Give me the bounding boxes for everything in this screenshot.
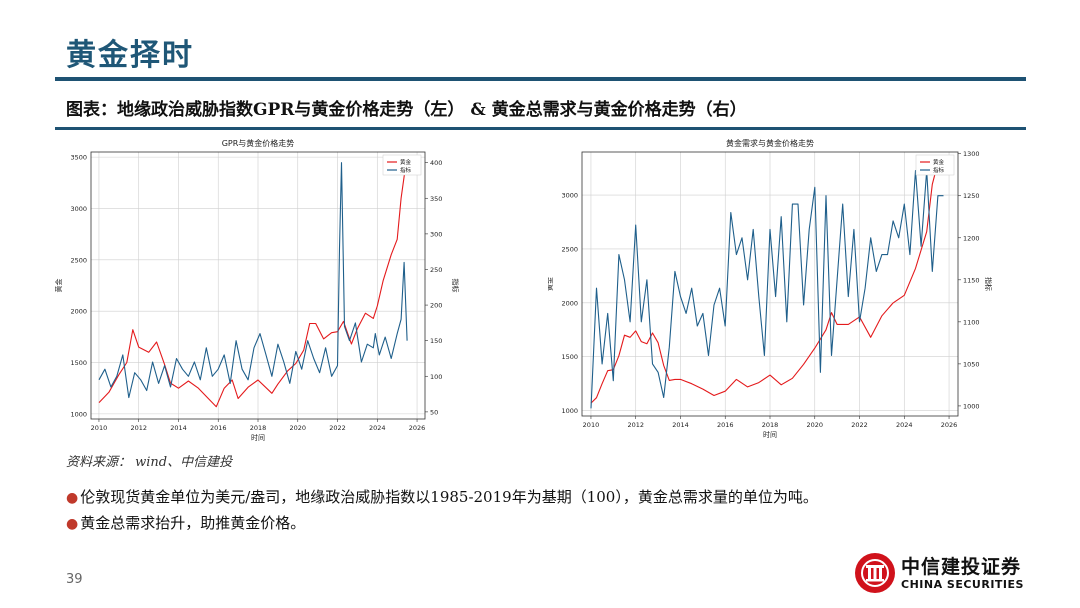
x-axis-label: 时间 bbox=[251, 433, 265, 442]
china-securities-logo-icon bbox=[855, 553, 895, 593]
bullet-text-1: 伦敦现货黄金单位为美元/盎司，地缘政治威胁指数以1985-2019年为基期（10… bbox=[80, 488, 818, 506]
page-number: 39 bbox=[66, 572, 83, 587]
bullet-point-1: ● 伦敦现货黄金单位为美元/盎司，地缘政治威胁指数以1985-2019年为基期（1… bbox=[66, 486, 818, 507]
y-left-tick-label: 2000 bbox=[561, 299, 578, 307]
x-tick-label: 2010 bbox=[583, 421, 600, 429]
series-line-index bbox=[590, 169, 944, 409]
series-line-gold bbox=[98, 168, 410, 408]
y-left-tick-label: 2500 bbox=[70, 256, 87, 264]
y-right-tick-label: 350 bbox=[430, 195, 442, 203]
y-left-tick-label: 2500 bbox=[561, 245, 578, 253]
y-left-tick-label: 1500 bbox=[70, 359, 87, 367]
y-left-axis-label: 黄金 bbox=[548, 277, 554, 291]
x-tick-label: 2022 bbox=[851, 421, 868, 429]
chart-title: 黄金需求与黄金价格走势 bbox=[726, 138, 814, 148]
y-left-tick-label: 3000 bbox=[561, 192, 578, 200]
y-right-axis-label: 指标 bbox=[451, 279, 460, 293]
caption-divider bbox=[55, 127, 1026, 130]
y-right-tick-label: 150 bbox=[430, 337, 442, 345]
y-right-tick-label: 1050 bbox=[963, 360, 980, 368]
plot-frame bbox=[90, 151, 426, 420]
y-right-tick-label: 300 bbox=[430, 230, 442, 238]
x-tick-label: 2026 bbox=[941, 421, 958, 429]
x-tick-label: 2024 bbox=[896, 421, 913, 429]
y-left-tick-label: 1000 bbox=[561, 407, 578, 415]
legend-label: 指标 bbox=[933, 166, 945, 174]
x-tick-label: 2018 bbox=[250, 424, 267, 432]
bullet-text-2: 黄金总需求抬升，助推黄金价格。 bbox=[80, 514, 306, 532]
x-tick-label: 2026 bbox=[409, 424, 426, 432]
y-right-tick-label: 1000 bbox=[963, 402, 980, 410]
slide-title: 黄金择时 bbox=[66, 38, 194, 73]
y-left-tick-label: 3000 bbox=[70, 205, 87, 213]
y-right-tick-label: 250 bbox=[430, 266, 442, 274]
y-right-tick-label: 100 bbox=[430, 373, 442, 381]
y-right-tick-label: 1250 bbox=[963, 192, 980, 200]
y-right-axis-label: 指标 bbox=[984, 277, 993, 291]
source-note: 资料来源： wind、中信建投 bbox=[66, 455, 233, 470]
y-right-tick-label: 200 bbox=[430, 302, 442, 310]
figure-caption: 图表：地缘政治威胁指数GPR与黄金价格走势（左） & 黄金总需求与黄金价格走势（… bbox=[66, 100, 747, 120]
x-tick-label: 2020 bbox=[806, 421, 823, 429]
gpr-gold-chart: GPR与黄金价格走势 2010 2012 2014 2016 2018 2020 2022 20… bbox=[55, 138, 460, 442]
x-axis-label: 时间 bbox=[763, 430, 777, 439]
x-tick-label: 2012 bbox=[627, 421, 644, 429]
series-line-gold bbox=[590, 157, 944, 404]
title-divider bbox=[55, 77, 1026, 81]
x-tick-label: 2020 bbox=[289, 424, 306, 432]
x-tick-label: 2024 bbox=[369, 424, 386, 432]
y-right-tick-label: 1100 bbox=[963, 318, 980, 326]
y-right-tick-label: 1300 bbox=[963, 150, 980, 158]
y-right-tick-label: 1150 bbox=[963, 276, 980, 284]
y-right-tick-label: 1200 bbox=[963, 234, 980, 242]
gold-demand-chart: 黄金需求与黄金价格走势 2010 2012 2014 2016 2018 2020 2022 2… bbox=[548, 138, 993, 439]
logo-chinese-name: 中信建投证券 bbox=[901, 556, 1022, 578]
y-left-axis-label: 黄金 bbox=[55, 279, 63, 293]
bullet-dot-icon: ● bbox=[66, 490, 79, 506]
legend-label: 黄金 bbox=[933, 158, 945, 166]
x-tick-label: 2012 bbox=[130, 424, 147, 432]
y-left-tick-label: 1000 bbox=[70, 410, 87, 418]
x-tick-label: 2014 bbox=[672, 421, 689, 429]
bullet-dot-icon: ● bbox=[66, 516, 79, 532]
legend-label: 黄金 bbox=[400, 158, 412, 166]
bullet-point-2: ● 黄金总需求抬升，助推黄金价格。 bbox=[66, 512, 305, 533]
y-right-tick-label: 50 bbox=[430, 408, 438, 416]
x-tick-label: 2010 bbox=[91, 424, 108, 432]
y-left-tick-label: 2000 bbox=[70, 308, 87, 316]
y-right-tick-label: 400 bbox=[430, 159, 442, 167]
company-logo: 中信建投证券 CHINA SECURITIES bbox=[851, 550, 1031, 596]
chart-title: GPR与黄金价格走势 bbox=[222, 138, 295, 148]
x-tick-label: 2014 bbox=[170, 424, 187, 432]
x-tick-label: 2018 bbox=[762, 421, 779, 429]
y-left-tick-label: 1500 bbox=[561, 353, 578, 361]
logo-english-name: CHINA SECURITIES bbox=[901, 578, 1024, 591]
plot-frame bbox=[581, 151, 959, 417]
y-left-tick-label: 3500 bbox=[70, 154, 87, 162]
x-tick-label: 2022 bbox=[329, 424, 346, 432]
series-line-index bbox=[98, 162, 408, 399]
legend-label: 指标 bbox=[400, 166, 412, 174]
x-tick-label: 2016 bbox=[210, 424, 227, 432]
x-tick-label: 2016 bbox=[717, 421, 734, 429]
